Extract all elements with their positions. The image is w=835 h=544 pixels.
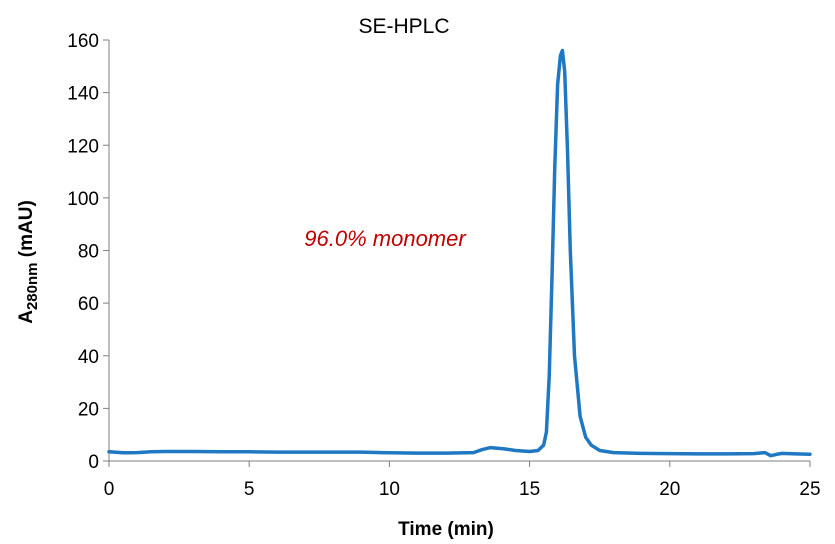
y-axis-title: A280nm (mAU) (16, 200, 41, 324)
x-tick-label: 15 (519, 479, 540, 500)
y-tick-label: 80 (78, 242, 99, 263)
x-axis-title: Time (min) (398, 519, 494, 540)
y-tick-label: 120 (67, 136, 99, 157)
y-axis-ticks: 0 20 40 60 80 100 120 140 160 (67, 31, 109, 473)
y-tick-label: 0 (88, 452, 99, 473)
y-axis-title-suffix: (mAU) (16, 200, 37, 262)
y-tick-label: 100 (67, 189, 99, 210)
y-tick-label: 160 (67, 31, 99, 52)
chart-title: SE-HPLC (358, 15, 449, 38)
y-tick-label: 140 (67, 84, 99, 105)
monomer-annotation: 96.0% monomer (304, 226, 467, 251)
x-tick-label: 25 (799, 479, 820, 500)
x-tick-label: 10 (379, 479, 400, 500)
x-tick-label: 0 (104, 479, 115, 500)
y-axis-title-subscript: 280nm (24, 263, 41, 311)
chromatogram-line (107, 48, 812, 458)
x-axis-ticks: 0 5 10 15 20 25 (104, 461, 821, 500)
y-tick-label: 20 (78, 399, 99, 420)
x-tick-label: 20 (659, 479, 680, 500)
x-tick-label: 5 (244, 479, 255, 500)
y-axis-title-main: A (16, 310, 37, 324)
y-tick-label: 40 (78, 347, 99, 368)
y-tick-label: 60 (78, 294, 99, 315)
